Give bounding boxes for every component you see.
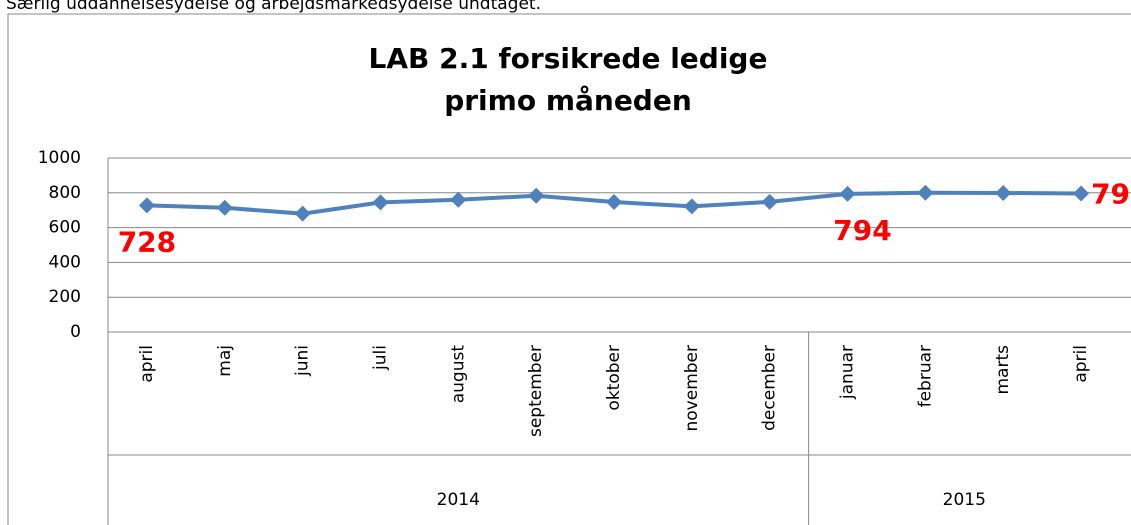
- y-tick-label: 800: [49, 183, 81, 203]
- x-tick-label: december: [760, 345, 780, 431]
- data-point: [138, 197, 155, 214]
- x-tick-label: juni: [293, 345, 313, 377]
- x-tick-label: november: [682, 345, 702, 432]
- data-point: [917, 184, 934, 201]
- data-point: [294, 205, 311, 222]
- y-tick-label: 600: [49, 218, 81, 238]
- data-point: [606, 194, 622, 211]
- x-tick-label: oktober: [604, 345, 624, 411]
- y-tick-label: 1000: [38, 148, 81, 168]
- data-point: [450, 191, 467, 208]
- data-point: [683, 198, 700, 215]
- x-tick-label: april: [1071, 345, 1091, 383]
- chart-title: LAB 2.1 forsikrede ledige: [369, 42, 768, 75]
- data-point: [528, 187, 545, 204]
- x-tick-label: april: [137, 345, 157, 383]
- caption: Særlig uddannelsesydelse og arbejdsmarke…: [6, 0, 541, 14]
- x-tick-label: marts: [993, 345, 1013, 395]
- data-point: [995, 184, 1012, 201]
- data-point: [372, 194, 389, 211]
- chart-frame: [7, 13, 1131, 525]
- group-label: 2014: [437, 490, 480, 510]
- data-point: [1073, 185, 1090, 202]
- x-tick-label: september: [526, 345, 546, 437]
- group-label: 2015: [943, 490, 986, 510]
- x-tick-label: februar: [915, 345, 935, 407]
- data-label: 728: [118, 225, 176, 258]
- y-tick-label: 400: [49, 252, 81, 272]
- x-tick-label: maj: [215, 345, 235, 377]
- data-point: [216, 199, 233, 216]
- data-point: [761, 193, 778, 210]
- x-tick-label: januar: [838, 345, 858, 400]
- data-point: [839, 185, 856, 202]
- y-tick-label: 0: [70, 322, 81, 342]
- chart-title: primo måneden: [444, 84, 692, 117]
- data-label: 796: [1091, 177, 1131, 210]
- data-label: 794: [833, 214, 891, 247]
- y-tick-label: 200: [49, 287, 81, 307]
- x-tick-label: august: [448, 345, 468, 404]
- x-tick-label: juli: [370, 345, 390, 371]
